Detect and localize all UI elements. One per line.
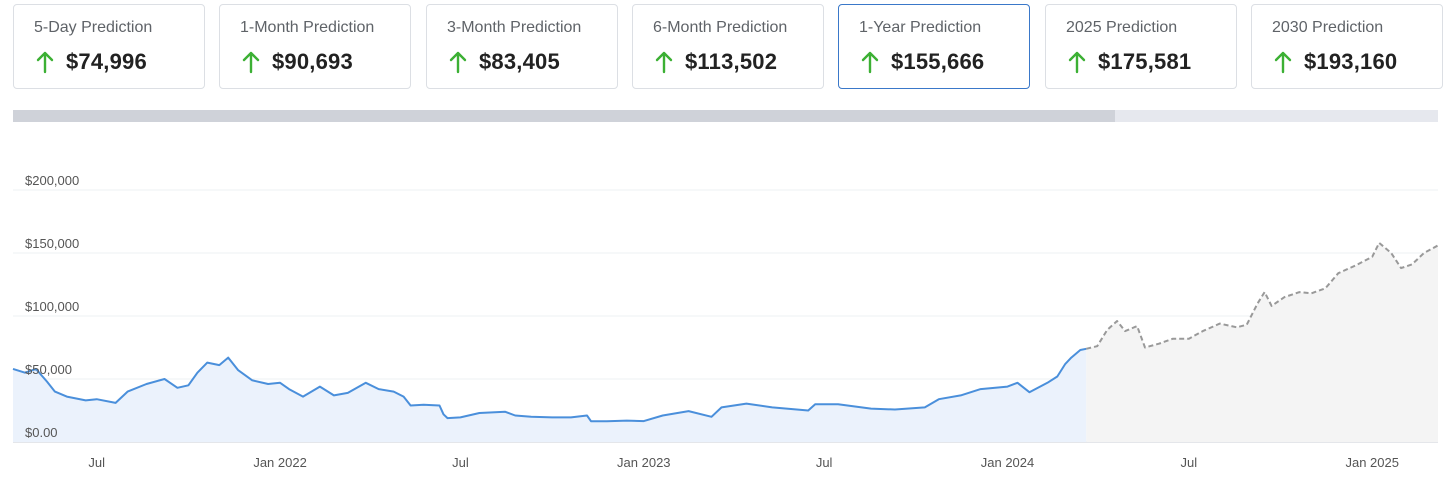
card-value-row: $175,581: [1068, 47, 1191, 77]
y-tick-label: $50,000: [25, 362, 72, 377]
card-value-row: $155,666: [861, 47, 984, 77]
arrow-up-icon: [36, 51, 54, 74]
scrollbar-thumb[interactable]: [13, 110, 1115, 122]
historical-area: [13, 348, 1087, 442]
prediction-card[interactable]: 2025 Prediction $175,581: [1045, 4, 1237, 89]
card-title: 1-Month Prediction: [240, 19, 375, 36]
x-tick-label: Jan 2023: [617, 455, 671, 470]
chart-areas: [13, 242, 1438, 442]
forecast-price-line: [1085, 241, 1439, 350]
card-value: $74,996: [66, 49, 147, 74]
arrow-up-icon: [449, 51, 467, 74]
historical-price-line: [12, 347, 1087, 423]
card-value: $113,502: [685, 49, 778, 74]
prediction-card[interactable]: 1-Year Prediction $155,666: [838, 4, 1030, 89]
card-value-row: $193,160: [1274, 47, 1397, 77]
x-tick-label: Jan 2022: [253, 455, 307, 470]
card-value: $175,581: [1098, 49, 1192, 74]
card-title: 5-Day Prediction: [34, 19, 153, 36]
x-tick-label: Jul: [88, 455, 105, 470]
forecast-area: [1086, 242, 1438, 442]
card-title: 2030 Prediction: [1272, 19, 1384, 36]
x-tick-label: Jul: [1181, 455, 1198, 470]
card-title: 2025 Prediction: [1066, 19, 1178, 36]
y-tick-label: $100,000: [25, 299, 79, 314]
x-tick-label: Jul: [452, 455, 469, 470]
arrow-up-icon: [242, 51, 260, 74]
prediction-cards: 5-Day Prediction $74,996 1-Month Predictio…: [13, 4, 1448, 92]
prediction-card[interactable]: 1-Month Prediction $90,693: [219, 4, 411, 89]
card-value: $90,693: [272, 49, 353, 74]
y-axis: $0.00 $50,000 $100,000 $150,000 $200,000: [25, 173, 79, 440]
card-title: 1-Year Prediction: [859, 19, 982, 36]
price-chart: $0.00 $50,000 $100,000 $150,000 $200,000 Jul…: [12, 173, 1439, 470]
card-value-row: $83,405: [449, 47, 560, 77]
arrow-up-icon: [861, 51, 879, 74]
x-tick-label: Jan 2024: [981, 455, 1035, 470]
card-value: $155,666: [891, 49, 985, 74]
prediction-card[interactable]: 6-Month Prediction $113,502: [632, 4, 824, 89]
card-value: $193,160: [1304, 49, 1398, 74]
x-tick-label: Jan 2025: [1345, 455, 1399, 470]
card-value: $83,405: [479, 49, 560, 74]
arrow-up-icon: [1068, 51, 1086, 74]
y-tick-label: $0.00: [25, 425, 58, 440]
card-value-row: $113,502: [655, 47, 777, 77]
card-value-row: $74,996: [36, 47, 147, 77]
x-tick-label: Jul: [816, 455, 833, 470]
chart-lines: [12, 241, 1439, 423]
arrow-up-icon: [655, 51, 673, 74]
x-axis: Jul Jan 2022 Jul Jan 2023 Jul Jan 2024 Jul Jan …: [88, 455, 1399, 470]
prediction-card[interactable]: 3-Month Prediction $83,405: [426, 4, 618, 89]
prediction-card[interactable]: 5-Day Prediction $74,996: [13, 4, 205, 89]
arrow-up-icon: [1274, 51, 1292, 74]
y-tick-label: $150,000: [25, 236, 79, 251]
cards-scrollbar[interactable]: [13, 110, 1438, 122]
card-value-row: $90,693: [242, 47, 353, 77]
card-title: 3-Month Prediction: [447, 19, 582, 36]
y-tick-label: $200,000: [25, 173, 79, 188]
prediction-card[interactable]: 2030 Prediction $193,160: [1251, 4, 1443, 89]
card-title: 6-Month Prediction: [653, 19, 788, 36]
